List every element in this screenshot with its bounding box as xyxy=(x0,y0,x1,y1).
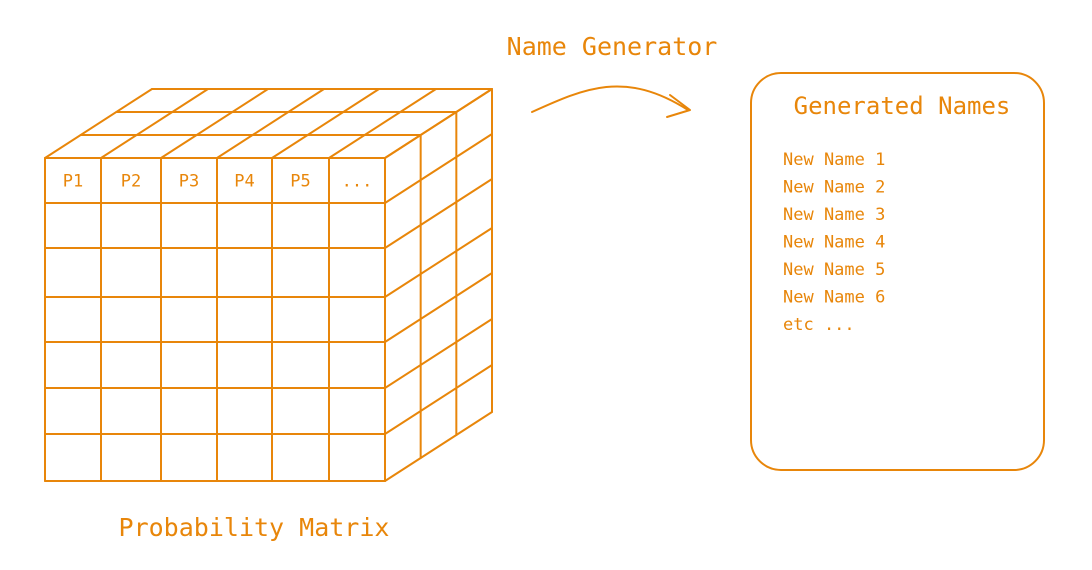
probability-matrix-cube: P1 P2 P3 P4 P5... xyxy=(44,88,493,482)
side-row-line xyxy=(384,133,493,204)
top-column-line xyxy=(328,88,437,159)
top-column-line xyxy=(100,88,209,159)
side-row-line xyxy=(384,88,493,159)
generated-names-list: New Name 1 New Name 2 New Name 3 New Name 4… xyxy=(783,150,885,335)
top-column-line xyxy=(216,88,325,159)
top-column-line xyxy=(44,88,153,159)
generated-name-item: New Name 1 xyxy=(783,150,885,170)
side-row-line xyxy=(384,272,493,343)
side-row-line xyxy=(384,411,493,482)
generated-name-item: New Name 3 xyxy=(783,205,885,225)
matrix-header-cell: P1 xyxy=(63,172,83,192)
matrix-header-cell: P2 xyxy=(121,172,141,192)
generated-names-title: Generated Names xyxy=(794,92,1011,120)
side-row-line xyxy=(384,178,493,249)
generated-names-frame xyxy=(750,72,1045,471)
side-row-line xyxy=(384,318,493,389)
probability-matrix-label: Probability Matrix xyxy=(119,513,390,542)
generated-name-item: New Name 4 xyxy=(783,233,885,253)
generator-label: Name Generator xyxy=(507,32,718,61)
top-column-line xyxy=(160,88,269,159)
side-row-line xyxy=(384,227,493,298)
generated-name-item: New Name 6 xyxy=(783,288,885,308)
side-row-line xyxy=(384,364,493,435)
generated-name-item: New Name 5 xyxy=(783,260,885,280)
generator-arrow-head xyxy=(666,94,691,118)
matrix-header-cell: ... xyxy=(342,172,373,192)
matrix-header-cell: P4 xyxy=(234,172,254,192)
matrix-header-cell: P3 xyxy=(179,172,199,192)
generated-name-item: New Name 2 xyxy=(783,178,885,198)
generator-arrow xyxy=(531,85,691,118)
matrix-header-cell: P5 xyxy=(290,172,310,192)
top-column-line xyxy=(271,88,380,159)
generator-arrow-curve xyxy=(531,85,689,113)
generated-name-item: etc ... xyxy=(783,315,855,335)
